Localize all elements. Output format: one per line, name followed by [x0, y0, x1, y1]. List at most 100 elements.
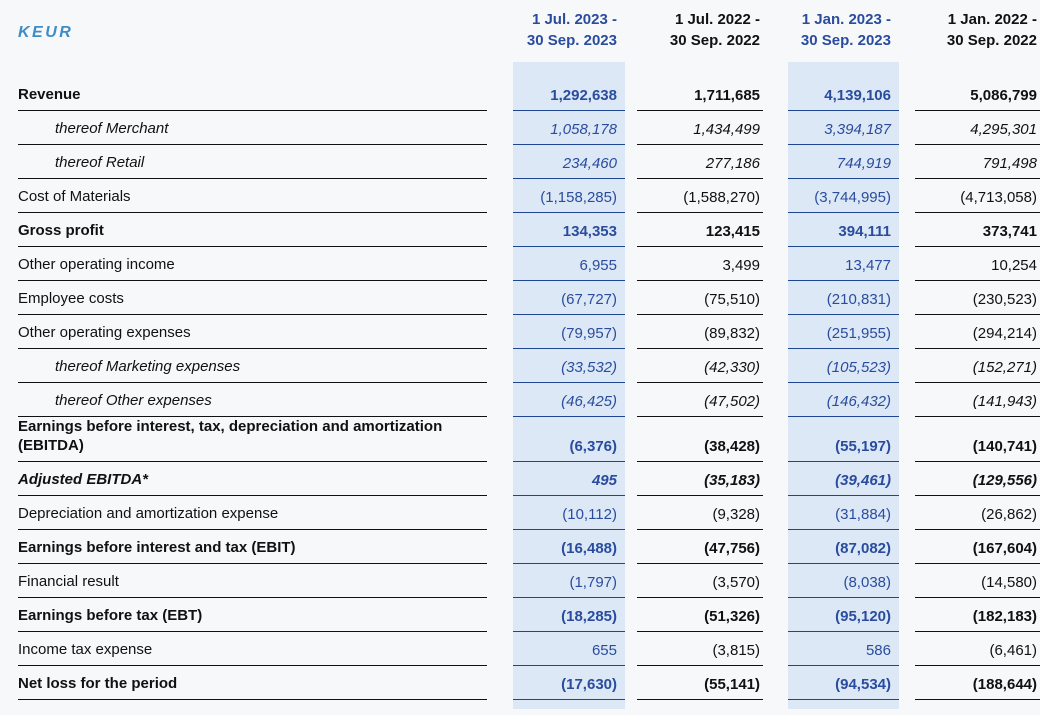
column-spacer [763, 62, 788, 110]
column-spacer [899, 665, 915, 699]
value-cell: (95,120) [788, 597, 899, 632]
value-cell: (51,326) [637, 597, 763, 632]
column-spacer [899, 416, 915, 461]
column-spacer [487, 62, 513, 110]
band-footer-cell [788, 699, 899, 709]
column-spacer [625, 348, 637, 382]
band-footer [18, 699, 1040, 709]
value-cell: 3,394,187 [788, 110, 899, 145]
value-cell: (188,644) [915, 665, 1040, 700]
column-header-period-4: 1 Jan. 2022 - 30 Sep. 2022 [915, 0, 1040, 62]
column-spacer [763, 382, 788, 416]
column-spacer [763, 563, 788, 597]
column-spacer [763, 314, 788, 348]
value-cell: (167,604) [915, 529, 1040, 564]
value-cell: (6,461) [915, 631, 1040, 666]
row-label: Earnings before tax (EBT) [18, 597, 487, 632]
row-label: Earnings before interest and tax (EBIT) [18, 529, 487, 564]
table-row: Cost of Materials (1,158,285) (1,588,270) (… [18, 178, 1040, 213]
column-spacer [487, 0, 513, 62]
value-cell: (87,082) [788, 529, 899, 564]
header-row: KEUR 1 Jul. 2023 - 30 Sep. 2023 1 Jul. 2022… [18, 0, 1040, 62]
column-spacer [625, 665, 637, 699]
column-spacer [625, 382, 637, 416]
column-spacer [487, 631, 513, 665]
table-row: Depreciation and amortization expense (10… [18, 495, 1040, 530]
value-cell: (16,488) [513, 529, 625, 564]
period-line-1: 1 Jul. 2023 - [531, 11, 617, 28]
value-cell: 1,292,638 [513, 62, 625, 111]
row-label: thereof Retail [18, 144, 487, 179]
column-spacer [899, 246, 915, 280]
column-spacer [763, 110, 788, 144]
table-row: thereof Retail 234,460 277,186 744,919 791,4… [18, 144, 1040, 179]
value-cell: 123,415 [637, 212, 763, 247]
column-spacer [899, 178, 915, 212]
row-label: Other operating income [18, 246, 487, 281]
value-cell: 495 [513, 461, 625, 496]
table-row: thereof Marketing expenses (33,532) (42,33… [18, 348, 1040, 383]
row-label: Earnings before interest, tax, depreciat… [18, 416, 487, 462]
row-label: Depreciation and amortization expense [18, 495, 487, 530]
column-spacer [487, 144, 513, 178]
value-cell: (146,432) [788, 382, 899, 417]
value-cell: (26,862) [915, 495, 1040, 530]
column-header-period-3: 1 Jan. 2023 - 30 Sep. 2023 [788, 0, 899, 62]
row-label: Financial result [18, 563, 487, 598]
table-row: Gross profit 134,353 123,415 394,111 373,741 [18, 212, 1040, 247]
table-row: Other operating income 6,955 3,499 13,477 10… [18, 246, 1040, 281]
value-cell: (152,271) [915, 348, 1040, 383]
column-spacer [625, 62, 637, 110]
column-spacer [487, 416, 513, 461]
column-spacer [899, 495, 915, 529]
column-spacer [899, 280, 915, 314]
column-spacer [625, 246, 637, 280]
value-cell: 5,086,799 [915, 62, 1040, 111]
value-cell: (17,630) [513, 665, 625, 700]
period-line-1: 1 Jul. 2022 - [674, 11, 760, 28]
value-cell: (1,158,285) [513, 178, 625, 213]
column-spacer [763, 461, 788, 495]
value-cell: 373,741 [915, 212, 1040, 247]
column-spacer [899, 382, 915, 416]
column-spacer [625, 631, 637, 665]
value-cell: 1,711,685 [637, 62, 763, 111]
column-spacer [625, 280, 637, 314]
column-spacer [899, 461, 915, 495]
table-row: Adjusted EBITDA* 495 (35,183) (39,461) (129,… [18, 461, 1040, 496]
column-spacer [625, 563, 637, 597]
row-label: Cost of Materials [18, 178, 487, 213]
value-cell: (1,797) [513, 563, 625, 598]
column-spacer [899, 631, 915, 665]
column-spacer [487, 178, 513, 212]
column-spacer [763, 665, 788, 699]
value-cell: 277,186 [637, 144, 763, 179]
period-line-2: 30 Sep. 2023 [800, 32, 891, 49]
column-spacer [625, 529, 637, 563]
column-spacer [899, 62, 915, 110]
value-cell: 791,498 [915, 144, 1040, 179]
value-cell: (55,141) [637, 665, 763, 700]
value-cell: (31,884) [788, 495, 899, 530]
column-spacer [899, 597, 915, 631]
value-cell: (79,957) [513, 314, 625, 349]
column-spacer [763, 178, 788, 212]
column-spacer [487, 280, 513, 314]
value-cell: (9,328) [637, 495, 763, 530]
column-spacer [763, 246, 788, 280]
column-spacer [763, 0, 788, 62]
value-cell: (18,285) [513, 597, 625, 632]
value-cell: 3,499 [637, 246, 763, 281]
column-spacer [899, 314, 915, 348]
table-row: Other operating expenses (79,957) (89,832)… [18, 314, 1040, 349]
column-spacer [763, 631, 788, 665]
table-row: Earnings before interest, tax, depreciat… [18, 416, 1040, 462]
column-spacer [763, 529, 788, 563]
value-cell: 1,058,178 [513, 110, 625, 145]
column-spacer [487, 563, 513, 597]
value-cell: (129,556) [915, 461, 1040, 496]
value-cell: 586 [788, 631, 899, 666]
value-cell: (35,183) [637, 461, 763, 496]
column-spacer [763, 144, 788, 178]
